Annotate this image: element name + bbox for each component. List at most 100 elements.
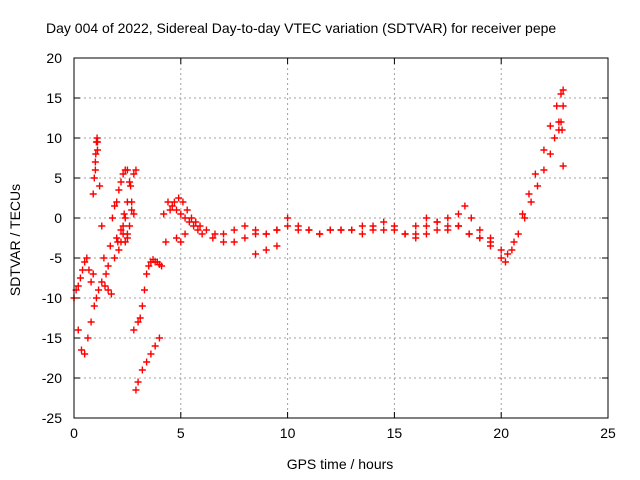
data-point bbox=[183, 206, 191, 214]
data-point bbox=[117, 226, 125, 234]
y-tick-label: 20 bbox=[46, 50, 62, 66]
data-point bbox=[130, 170, 138, 178]
data-point bbox=[433, 226, 441, 234]
data-point bbox=[559, 86, 567, 94]
data-point bbox=[181, 230, 189, 238]
data-point bbox=[501, 258, 509, 266]
data-point bbox=[132, 166, 140, 174]
data-point bbox=[136, 314, 144, 322]
x-tick-label: 20 bbox=[493, 425, 509, 441]
data-point bbox=[87, 278, 95, 286]
data-point bbox=[177, 238, 185, 246]
data-point bbox=[127, 182, 135, 190]
data-point bbox=[168, 202, 176, 210]
data-point bbox=[107, 290, 115, 298]
y-tick-label: -25 bbox=[42, 410, 62, 426]
data-point bbox=[476, 234, 484, 242]
data-point bbox=[140, 286, 148, 294]
data-point bbox=[553, 102, 561, 110]
data-point bbox=[134, 378, 142, 386]
data-point bbox=[96, 182, 104, 190]
data-point bbox=[95, 286, 103, 294]
data-point bbox=[211, 230, 219, 238]
data-point bbox=[230, 238, 238, 246]
data-point bbox=[89, 270, 97, 278]
data-point bbox=[262, 246, 270, 254]
data-point bbox=[358, 230, 366, 238]
data-point bbox=[551, 134, 559, 142]
data-point bbox=[531, 170, 539, 178]
data-point bbox=[91, 158, 99, 166]
data-point bbox=[117, 178, 125, 186]
plot-border bbox=[73, 57, 609, 419]
data-point bbox=[444, 222, 452, 230]
data-point bbox=[230, 226, 238, 234]
data-point bbox=[559, 162, 567, 170]
data-point bbox=[123, 198, 131, 206]
data-point bbox=[514, 230, 522, 238]
data-point bbox=[196, 222, 204, 230]
data-point bbox=[79, 266, 87, 274]
data-point bbox=[546, 122, 554, 130]
data-point bbox=[540, 166, 548, 174]
data-point bbox=[422, 222, 430, 230]
data-point bbox=[102, 270, 110, 278]
data-point bbox=[134, 318, 142, 326]
data-point bbox=[380, 226, 388, 234]
data-point bbox=[106, 242, 114, 250]
data-point bbox=[166, 206, 174, 214]
data-point bbox=[348, 226, 356, 234]
data-point bbox=[92, 150, 100, 158]
x-tick-label: 25 bbox=[600, 425, 616, 441]
grid-lines bbox=[74, 58, 608, 418]
data-point bbox=[454, 210, 462, 218]
data-point bbox=[175, 194, 183, 202]
data-point bbox=[90, 174, 98, 182]
data-point bbox=[209, 234, 217, 242]
data-point bbox=[316, 230, 324, 238]
data-point bbox=[422, 214, 430, 222]
y-tick-label: 0 bbox=[54, 210, 62, 226]
data-point bbox=[121, 214, 129, 222]
data-point bbox=[241, 234, 249, 242]
y-axis-label: SDTVAR / TECUs bbox=[7, 184, 23, 296]
data-point bbox=[527, 198, 535, 206]
data-point bbox=[294, 222, 302, 230]
x-tick-label: 0 bbox=[70, 425, 78, 441]
data-point bbox=[113, 198, 121, 206]
data-point bbox=[84, 334, 92, 342]
data-point bbox=[119, 170, 127, 178]
data-point bbox=[173, 234, 181, 242]
data-point bbox=[187, 214, 195, 222]
data-point bbox=[123, 234, 131, 242]
data-point bbox=[160, 210, 168, 218]
data-point bbox=[337, 226, 345, 234]
data-point bbox=[508, 246, 516, 254]
data-point bbox=[113, 234, 121, 242]
data-point bbox=[92, 294, 100, 302]
data-point bbox=[202, 226, 210, 234]
data-point bbox=[173, 206, 181, 214]
data-point bbox=[126, 178, 134, 186]
data-point bbox=[130, 210, 138, 218]
data-point bbox=[262, 230, 270, 238]
data-point bbox=[497, 254, 505, 262]
data-point bbox=[177, 210, 185, 218]
data-point bbox=[220, 230, 228, 238]
data-point bbox=[534, 182, 542, 190]
data-point bbox=[87, 318, 95, 326]
data-point bbox=[326, 226, 334, 234]
y-tick-label: -10 bbox=[42, 290, 62, 306]
data-point bbox=[90, 302, 98, 310]
data-point bbox=[115, 246, 123, 254]
y-tick-label: 15 bbox=[46, 90, 62, 106]
data-point bbox=[123, 166, 131, 174]
x-tick-label: 5 bbox=[177, 425, 185, 441]
data-point bbox=[467, 214, 475, 222]
data-point bbox=[89, 190, 97, 198]
data-point bbox=[151, 342, 159, 350]
data-point bbox=[98, 222, 106, 230]
data-point bbox=[158, 262, 166, 270]
